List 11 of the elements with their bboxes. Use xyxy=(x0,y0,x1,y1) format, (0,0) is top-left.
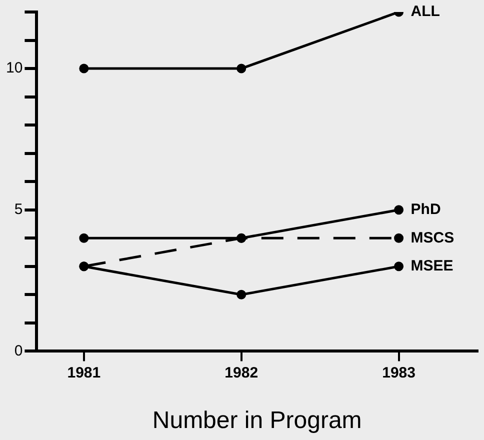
series-label: PhD xyxy=(410,201,441,218)
x-tick-label: 1983 xyxy=(382,364,416,382)
series-label: ALL xyxy=(410,3,440,20)
y-tick-label: 0 xyxy=(14,342,23,360)
x-tick-label: 1982 xyxy=(224,364,258,382)
series-label: MSEE xyxy=(410,258,454,275)
x-axis-title: Number in Program xyxy=(152,407,362,434)
x-tick-label: 1981 xyxy=(67,364,101,382)
series-label: MSCS xyxy=(410,229,454,246)
y-tick-label: 5 xyxy=(14,201,23,218)
y-tick-label: 10 xyxy=(6,60,23,77)
